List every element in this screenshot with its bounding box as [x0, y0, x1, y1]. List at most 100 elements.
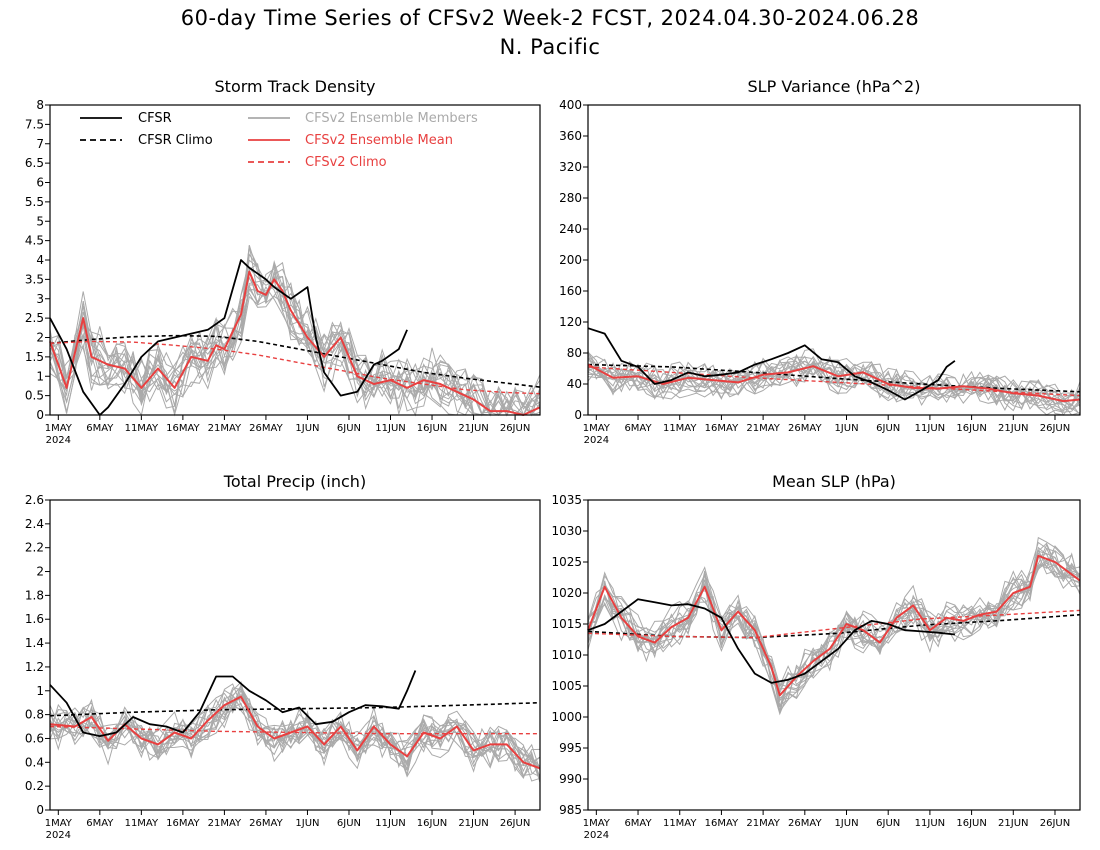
y-tick-label: 2 [36, 565, 44, 579]
y-tick-label: 1.6 [25, 612, 44, 626]
x-tick-label: 1MAY [45, 818, 73, 829]
x-tick-label: 1JUN [834, 423, 858, 434]
y-tick-label: 280 [559, 191, 582, 205]
series-line-cfsr [49, 670, 417, 737]
y-tick-label: 3 [36, 292, 44, 306]
x-tick-label: 16JUN [956, 818, 986, 829]
legend-label: CFSR Climo [138, 133, 213, 148]
y-tick-label: 4 [36, 253, 44, 267]
ensemble-member-line [587, 565, 1081, 716]
x-tick-label: 1JUN [295, 423, 319, 434]
x-year-label: 2024 [46, 435, 71, 446]
y-tick-label: 0.2 [25, 779, 44, 793]
x-tick-label: 16MAY [705, 818, 739, 829]
y-tick-label: 0.6 [25, 731, 44, 745]
x-tick-label: 6MAY [86, 423, 114, 434]
y-tick-label: 4.5 [25, 234, 44, 248]
legend-label: CFSv2 Ensemble Members [305, 111, 478, 126]
ensemble-member-line [587, 348, 1081, 406]
x-tick-label: 16JUN [956, 423, 986, 434]
legend-label: CFSv2 Climo [305, 155, 387, 170]
y-tick-label: 0 [36, 408, 44, 422]
x-tick-label: 26JUN [1040, 423, 1070, 434]
legend: CFSR CFSR Climo CFSv2 Ensemble Members CFSv… [80, 111, 478, 170]
x-tick-label: 16JUN [417, 423, 447, 434]
chart-panel-1: Storm Track Density 0 0.5 1 1.5 2 2.5 3 3.5 4 4.5 5… [25, 77, 541, 446]
y-tick-label: 0.5 [25, 389, 44, 403]
y-tick-label: 6.5 [25, 156, 44, 170]
x-year-label: 2024 [46, 830, 71, 841]
title-line-1: 60-day Time Series of CFSv2 Week-2 FCST,… [180, 6, 920, 30]
x-tick-label: 21MAY [746, 423, 780, 434]
x-tick-label: 1JUN [295, 818, 319, 829]
y-tick-label: 160 [559, 284, 582, 298]
chart-panel-3: Total Precip (inch) 0 0.2 0.4 0.6 0.8 1 1.2 1.4 1… [25, 472, 541, 841]
series-line-cfsv2-ensemble-mean [587, 363, 1081, 403]
ensemble-member-line [587, 536, 1081, 695]
y-tick-label: 2 [36, 331, 44, 345]
y-tick-label: 2.6 [25, 493, 44, 507]
x-tick-label: 21MAY [746, 818, 780, 829]
x-tick-label: 1MAY [45, 423, 73, 434]
ensemble-member-line [49, 266, 541, 416]
chart-panel-2: SLP Variance (hPa^2) 0 40 80 120 160 200 240 280… [559, 77, 1081, 446]
x-tick-label: 11MAY [125, 818, 159, 829]
ensemble-member-line [587, 556, 1081, 713]
y-tick-label: 2.5 [25, 311, 44, 325]
ensemble-member-line [587, 355, 1081, 404]
x-tick-label: 11MAY [663, 423, 697, 434]
ensemble-member-line [587, 543, 1081, 688]
x-tick-label: 21JUN [998, 423, 1028, 434]
x-tick-label: 26JUN [1040, 818, 1070, 829]
x-tick-label: 11MAY [125, 423, 159, 434]
x-year-label: 2024 [584, 830, 609, 841]
series-line-cfsr [587, 327, 956, 401]
y-tick-label: 1005 [551, 679, 582, 693]
panel-title: SLP Variance (hPa^2) [748, 77, 921, 96]
y-tick-label: 6 [36, 176, 44, 190]
legend-label: CFSR [138, 111, 172, 126]
y-tick-label: 1035 [551, 493, 582, 507]
series-line-cfsv2-ensemble-mean [49, 270, 541, 416]
ensemble-member-line [587, 547, 1081, 691]
x-tick-label: 21MAY [208, 818, 242, 829]
ensemble-member-line [49, 279, 541, 417]
y-tick-label: 1.2 [25, 660, 44, 674]
legend-label: CFSv2 Ensemble Mean [305, 133, 453, 148]
x-tick-label: 1JUN [834, 818, 858, 829]
y-tick-label: 40 [567, 377, 582, 391]
x-tick-label: 1MAY [583, 423, 611, 434]
y-tick-label: 0.8 [25, 708, 44, 722]
x-tick-label: 26MAY [249, 818, 283, 829]
x-tick-label: 26JUN [500, 818, 530, 829]
x-tick-label: 16MAY [705, 423, 739, 434]
series-line-cfsv2-ensemble-mean [587, 554, 1081, 697]
y-tick-label: 1 [36, 684, 44, 698]
x-tick-label: 6MAY [624, 423, 652, 434]
series-line-cfsv2-climo [49, 725, 540, 735]
y-tick-label: 1025 [551, 555, 582, 569]
y-tick-label: 1 [36, 369, 44, 383]
panel-title: Total Precip (inch) [223, 472, 366, 491]
x-tick-label: 11JUN [915, 818, 945, 829]
y-tick-label: 320 [559, 160, 582, 174]
x-tick-label: 6MAY [86, 818, 114, 829]
y-tick-label: 1.4 [25, 636, 44, 650]
y-tick-label: 1020 [551, 586, 582, 600]
x-tick-label: 6MAY [624, 818, 652, 829]
y-tick-label: 240 [559, 222, 582, 236]
x-year-label: 2024 [584, 435, 609, 446]
y-tick-label: 0 [36, 803, 44, 817]
x-tick-label: 11JUN [375, 818, 405, 829]
x-tick-label: 16MAY [166, 423, 200, 434]
x-tick-label: 26JUN [500, 423, 530, 434]
x-tick-label: 16MAY [166, 818, 200, 829]
ensemble-member-line [587, 546, 1081, 690]
y-tick-label: 7 [36, 137, 44, 151]
series-line-cfsr [49, 259, 408, 416]
series-line-cfsr [587, 598, 955, 684]
ensemble-member-line [587, 541, 1081, 688]
x-tick-label: 6JUN [876, 423, 900, 434]
y-tick-label: 5 [36, 214, 44, 228]
